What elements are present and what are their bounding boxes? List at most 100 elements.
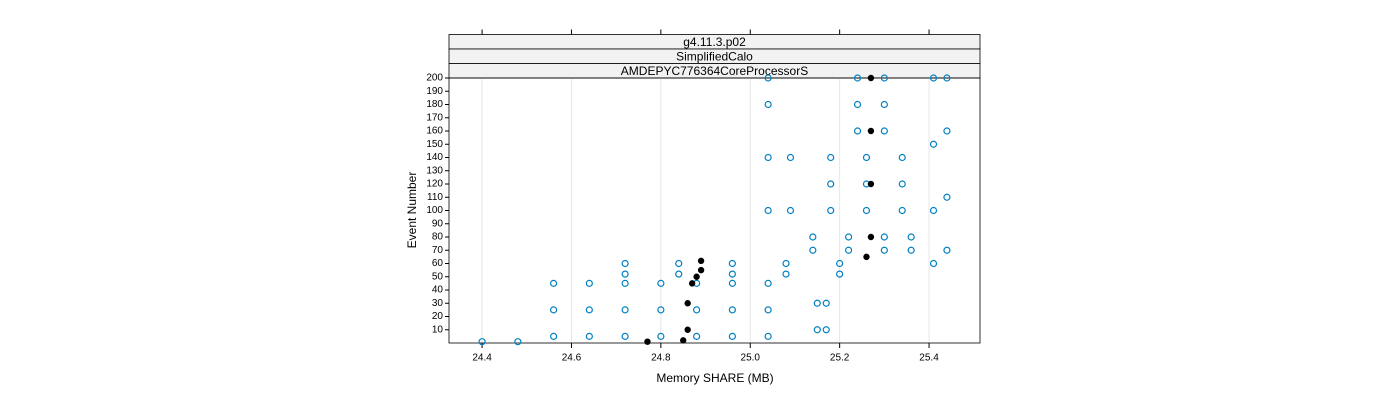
data-point: [549, 332, 558, 340]
data-point: [764, 279, 772, 287]
y-axis-label: Event Number: [405, 172, 419, 249]
data-point: [813, 299, 821, 307]
data-point: [549, 279, 558, 287]
data-point: [684, 326, 691, 333]
y-tick-label: 90: [432, 218, 444, 229]
data-point: [898, 153, 906, 162]
data-point: [585, 306, 593, 314]
y-tick-label: 100: [426, 205, 443, 216]
data-point: [684, 300, 691, 307]
data-point: [621, 270, 629, 278]
data-point: [657, 279, 665, 287]
data-point: [836, 259, 844, 268]
y-tick-label: 150: [426, 139, 443, 150]
data-point: [675, 259, 683, 268]
data-point: [822, 326, 830, 334]
data-point: [728, 279, 736, 287]
data-point: [880, 74, 888, 82]
y-tick-label: 70: [432, 245, 444, 256]
data-point: [693, 332, 701, 340]
y-tick-label: 50: [432, 271, 444, 282]
data-point: [867, 74, 875, 82]
data-point: [728, 270, 736, 278]
data-point: [867, 127, 875, 135]
data-point: [862, 153, 871, 162]
data-point: [478, 338, 486, 346]
y-tick-label: 140: [426, 152, 443, 163]
data-point: [880, 100, 888, 109]
data-point: [728, 259, 736, 268]
y-tick-label: 30: [432, 298, 444, 309]
data-point: [853, 100, 862, 109]
data-point: [697, 266, 705, 274]
data-point: [585, 279, 593, 287]
data-point: [621, 306, 629, 314]
y-tick-label: 120: [426, 179, 443, 190]
data-point: [929, 140, 938, 148]
data-point: [907, 246, 915, 254]
data-point: [764, 206, 772, 215]
data-point: [514, 338, 522, 346]
data-point: [782, 259, 790, 268]
x-tick-label: 24.6: [562, 353, 582, 364]
data-point: [680, 337, 687, 344]
data-point: [549, 306, 558, 314]
data-point: [943, 74, 951, 82]
data-point: [880, 127, 888, 135]
data-point: [943, 193, 951, 201]
y-tick-label: 20: [432, 311, 444, 322]
data-point: [693, 273, 700, 280]
data-point: [827, 206, 835, 215]
data-point: [836, 270, 844, 278]
data-point: [813, 326, 821, 334]
data-point: [853, 74, 862, 82]
data-point: [827, 153, 835, 162]
data-point: [728, 332, 736, 340]
data-point: [585, 332, 593, 340]
x-tick-label: 24.4: [472, 353, 492, 364]
data-point: [764, 74, 772, 82]
data-point: [809, 246, 817, 254]
data-point: [853, 127, 862, 135]
x-tick-label: 25.4: [919, 353, 939, 364]
data-point: [621, 332, 629, 340]
data-point: [675, 270, 683, 278]
data-point: [827, 180, 835, 188]
data-point: [764, 153, 772, 162]
data-point: [880, 246, 888, 254]
data-point: [880, 233, 888, 241]
data-point: [929, 206, 938, 215]
data-point: [786, 206, 795, 215]
y-tick-label: 160: [426, 126, 443, 137]
x-tick-label: 25.0: [741, 353, 761, 364]
data-point: [782, 270, 790, 278]
data-point: [822, 299, 830, 307]
data-point: [697, 257, 705, 265]
y-tick-label: 10: [432, 324, 444, 335]
data-point: [943, 127, 951, 135]
y-tick-label: 180: [426, 99, 443, 110]
data-point: [644, 338, 651, 345]
data-point: [764, 332, 772, 340]
y-tick-label: 110: [427, 192, 443, 203]
y-tick-label: 80: [432, 232, 444, 243]
data-point: [929, 259, 938, 268]
data-point: [728, 306, 736, 314]
data-point: [898, 206, 906, 215]
data-point: [621, 279, 629, 287]
x-tick-label: 25.2: [830, 353, 850, 364]
y-tick-label: 170: [426, 112, 443, 123]
x-axis-label: Memory SHARE (MB): [656, 371, 773, 385]
x-tick-label: 24.8: [651, 353, 671, 364]
data-point: [862, 206, 871, 215]
y-tick-label: 60: [432, 258, 444, 269]
data-point: [867, 180, 875, 188]
data-point: [764, 306, 772, 314]
data-point: [693, 306, 701, 314]
data-point: [764, 100, 772, 109]
strip-label: SimplifiedCalo: [676, 49, 753, 63]
data-point: [786, 153, 795, 162]
data-point: [929, 74, 938, 82]
data-point: [844, 246, 853, 254]
